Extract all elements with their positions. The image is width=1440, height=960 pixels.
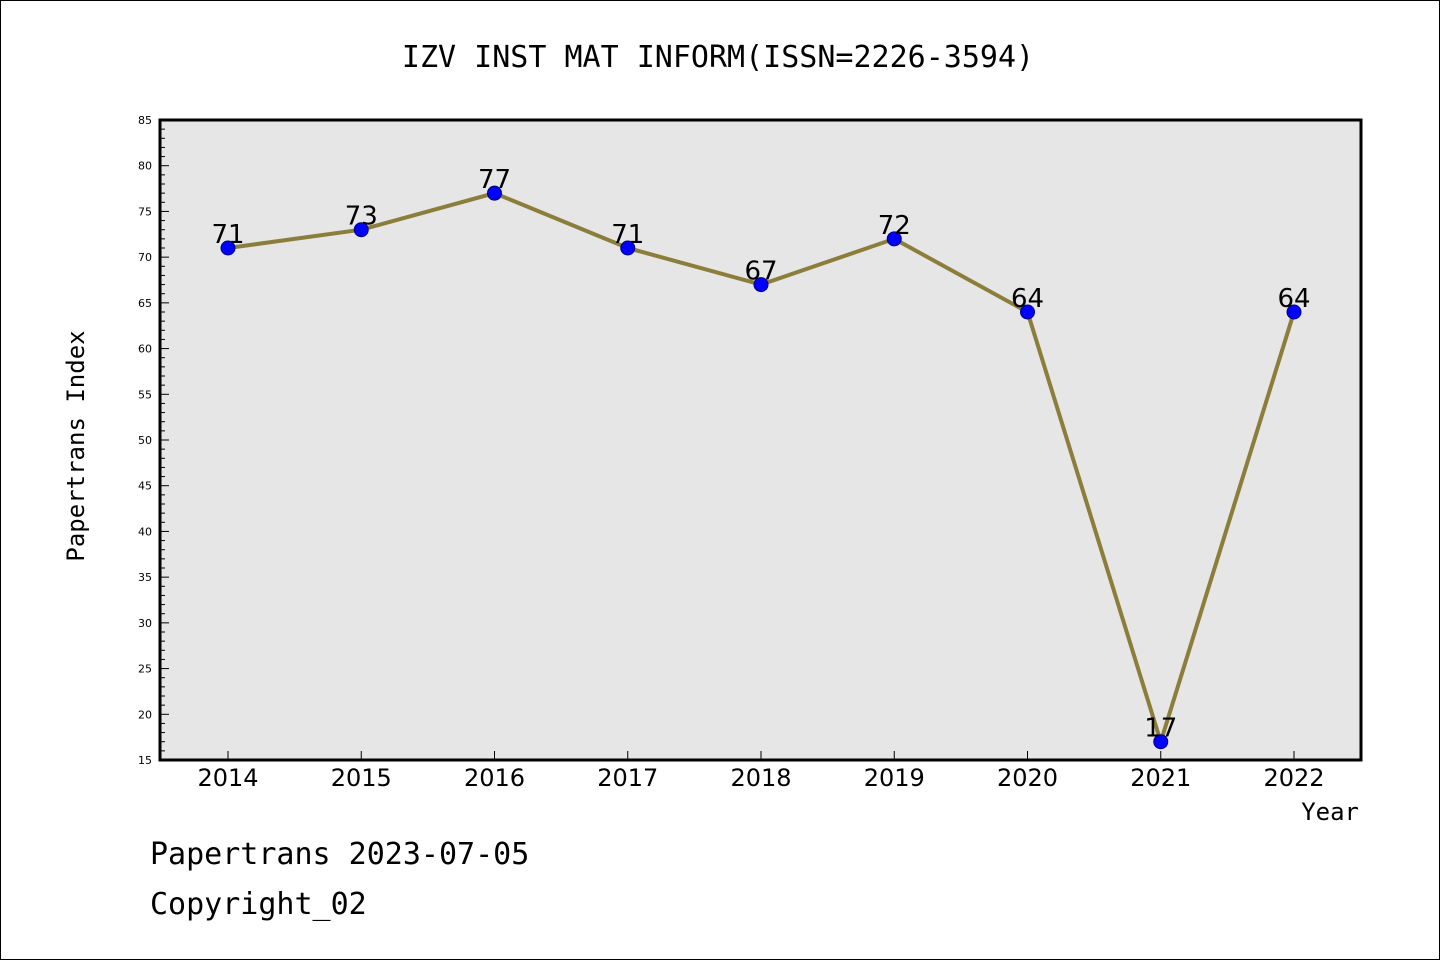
y-axis-label: Papertrans Index	[62, 330, 90, 561]
x-tick-label: 2020	[997, 764, 1058, 792]
y-tick-label: 70	[138, 251, 152, 264]
x-tick-label: 2017	[597, 764, 658, 792]
data-point-marker	[886, 231, 902, 247]
data-point-marker	[220, 240, 236, 256]
y-tick-label: 40	[138, 525, 152, 538]
data-labels: 71 73 77 71 67 72 64 17 64	[211, 165, 1310, 744]
data-point-marker	[620, 240, 636, 256]
x-tick-label: 2014	[197, 764, 258, 792]
y-tick-label: 80	[138, 160, 152, 173]
data-label: 77	[478, 165, 511, 195]
data-label: 64	[1277, 284, 1310, 314]
footer-copyright: Copyright_02	[150, 887, 367, 922]
data-label: 67	[744, 257, 777, 287]
data-label: 73	[345, 202, 378, 232]
plot-border	[158, 118, 1363, 762]
x-tick-label: 2022	[1263, 764, 1324, 792]
x-tick-label: 2019	[864, 764, 925, 792]
y-tick-label: 60	[138, 343, 152, 356]
plot-area	[160, 120, 1361, 760]
y-tick-label: 20	[138, 708, 152, 721]
x-tick-label: 2016	[464, 764, 525, 792]
data-label: 72	[878, 211, 911, 241]
series-markers	[220, 185, 1302, 750]
y-tick-label: 15	[138, 754, 152, 767]
chart-title: IZV INST MAT INFORM(ISSN=2226-3594)	[402, 40, 1034, 75]
x-axis-label: Year	[1301, 798, 1359, 826]
y-tick-label: 50	[138, 434, 152, 447]
y-tick-label: 30	[138, 617, 152, 630]
data-point-marker	[1153, 734, 1169, 750]
y-tick-label: 75	[138, 205, 152, 218]
y-tick-label: 35	[138, 571, 152, 584]
data-point-marker	[753, 277, 769, 293]
footer-source-date: Papertrans 2023-07-05	[150, 837, 529, 872]
data-point-marker	[1286, 304, 1302, 320]
data-point-marker	[1020, 304, 1035, 320]
y-tick-label: 25	[138, 663, 152, 676]
data-point-marker	[353, 222, 369, 238]
data-point-marker	[487, 185, 502, 201]
x-tick-label: 2015	[331, 764, 392, 792]
x-axis-ticks: 2014 2015 2016 2017 2018 2019 2020 2021 2022	[197, 751, 1325, 792]
y-tick-label: 85	[138, 114, 152, 127]
y-tick-label: 45	[138, 480, 152, 493]
x-tick-label: 2018	[730, 764, 791, 792]
data-label: 71	[211, 220, 244, 250]
data-label: 17	[1144, 714, 1177, 744]
x-tick-label: 2021	[1130, 764, 1191, 792]
y-tick-label: 65	[138, 297, 152, 310]
data-label: 64	[1011, 284, 1044, 314]
y-tick-label: 55	[138, 388, 152, 401]
data-label: 71	[611, 220, 644, 250]
